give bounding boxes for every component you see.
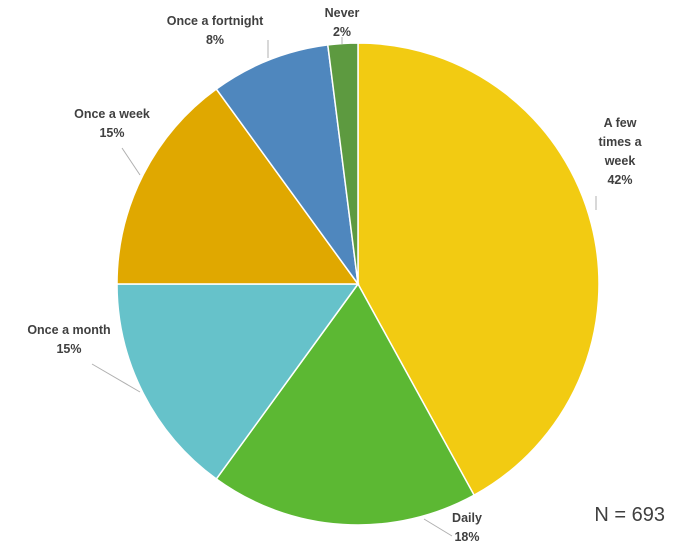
leader-line bbox=[423, 518, 453, 537]
slice-label: Daily 18% bbox=[452, 511, 482, 544]
slice-percent: 2% bbox=[333, 25, 351, 39]
slice-name: week bbox=[604, 154, 636, 168]
pie-slice-a-few-times-a-week bbox=[357, 42, 600, 497]
slice-name: Daily bbox=[452, 511, 482, 525]
slice-percent: 15% bbox=[99, 126, 124, 140]
pie-slice-never bbox=[326, 42, 359, 285]
pie-slices bbox=[116, 42, 600, 526]
slice-name: times a bbox=[598, 135, 642, 149]
slice-name: Once a fortnight bbox=[167, 14, 264, 28]
slice-label: Once a month 15% bbox=[27, 323, 110, 356]
slice-percent: 8% bbox=[206, 33, 224, 47]
slice-label: Once a fortnight 8% bbox=[167, 14, 264, 47]
slice-percent: 18% bbox=[454, 530, 479, 544]
slice-label: Once a week 15% bbox=[74, 107, 150, 140]
slice-percent: 15% bbox=[56, 342, 81, 356]
pie-slice-daily bbox=[215, 282, 476, 526]
slice-label: Never 2% bbox=[325, 6, 360, 39]
data-labels: A few times a week 42% Daily 18% Once a month 1… bbox=[27, 6, 642, 544]
pie-slice-once-a-fortnight bbox=[215, 44, 359, 285]
slice-percent: 42% bbox=[607, 173, 632, 187]
leader-lines bbox=[91, 37, 597, 537]
pie-slice-once-a-week bbox=[116, 87, 360, 285]
slice-name: Once a month bbox=[27, 323, 110, 337]
slice-name: Once a week bbox=[74, 107, 150, 121]
slice-name: Never bbox=[325, 6, 360, 20]
leader-line bbox=[91, 363, 141, 393]
slice-name: A few bbox=[604, 116, 637, 130]
sample-size-note: N = 693 bbox=[594, 504, 665, 526]
leader-line bbox=[121, 147, 141, 176]
pie-slice-once-a-month bbox=[116, 283, 360, 481]
slice-label: A few times a week 42% bbox=[598, 116, 642, 187]
